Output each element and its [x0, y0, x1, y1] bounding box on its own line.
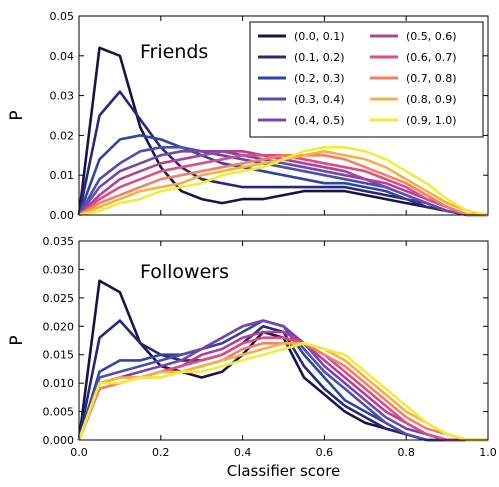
- x-tick-label: 0.0: [70, 446, 88, 459]
- series-line-8: [77, 342, 488, 442]
- x-tick-label: 0.8: [397, 446, 415, 459]
- y-tick-label: 0.04: [50, 50, 75, 63]
- legend-label-7: (0.6, 0.7): [406, 51, 457, 64]
- y-tick-label: 0.015: [43, 349, 75, 362]
- panel-title: Followers: [140, 261, 229, 283]
- series-line-9: [77, 342, 488, 442]
- series-line-5: [77, 319, 488, 442]
- y-tick-label: 0.010: [43, 377, 75, 390]
- plot-frame: [78, 15, 489, 216]
- series-line-7: [77, 336, 488, 442]
- legend-label-9: (0.8, 0.9): [406, 93, 457, 106]
- legend: (0.0, 0.1) (0.1, 0.2) (0.2, 0.3) (0.3, 0.4)…: [249, 21, 484, 138]
- legend-label-6: (0.5, 0.6): [406, 30, 457, 43]
- x-tick-label: 0.2: [152, 446, 170, 459]
- x-tick-label: 0.6: [316, 446, 334, 459]
- legend-label-2: (0.1, 0.2): [294, 51, 345, 64]
- chart-panel-2: 0.000 0.005 0.010 0.015 0.020 0.025 0.030 0.035…: [7, 235, 497, 480]
- series-lines: [77, 46, 489, 217]
- chart-panel-1: 0.00 0.01 0.02 0.03 0.04 0.05 Friends P (0.0, 0.…: [7, 10, 489, 222]
- x-axis-label: Classifier score: [227, 462, 341, 480]
- y-tick-label: 0.000: [43, 434, 75, 447]
- series-line-5: [77, 150, 488, 217]
- y-tick-label: 0.03: [50, 90, 75, 103]
- series-lines: [77, 279, 488, 442]
- y-tick-label: 0.005: [43, 406, 75, 419]
- legend-label-1: (0.0, 0.1): [294, 30, 345, 43]
- y-tick-label: 0.00: [50, 209, 75, 222]
- y-tick-label: 0.02: [50, 129, 75, 142]
- y-axis-label: P: [7, 335, 27, 345]
- x-tick-label: 1.0: [479, 446, 497, 459]
- legend-label-3: (0.2, 0.3): [294, 72, 345, 85]
- legend-label-8: (0.7, 0.8): [406, 72, 457, 85]
- plot-frame: [78, 240, 489, 441]
- panel-title: Friends: [140, 41, 208, 63]
- legend-box: [249, 21, 484, 138]
- x-tick-label: 0.4: [234, 446, 252, 459]
- y-tick-label: 0.01: [50, 169, 75, 182]
- series-line-10: [77, 342, 488, 442]
- series-line-4: [77, 146, 488, 217]
- legend-label-4: (0.3, 0.4): [294, 93, 345, 106]
- legend-label-10: (0.9, 1.0): [406, 114, 457, 127]
- y-tick-label: 0.030: [43, 263, 75, 276]
- series-line-2: [77, 90, 488, 217]
- y-axis-label: P: [7, 110, 27, 120]
- series-line-10: [78, 146, 489, 217]
- y-tick-label: 0.035: [43, 235, 75, 248]
- series-line-8: [78, 154, 488, 217]
- y-tick-label: 0.025: [43, 292, 75, 305]
- y-tick-label: 0.020: [43, 320, 75, 333]
- y-tick-label: 0.05: [50, 10, 75, 23]
- legend-label-5: (0.4, 0.5): [294, 114, 345, 127]
